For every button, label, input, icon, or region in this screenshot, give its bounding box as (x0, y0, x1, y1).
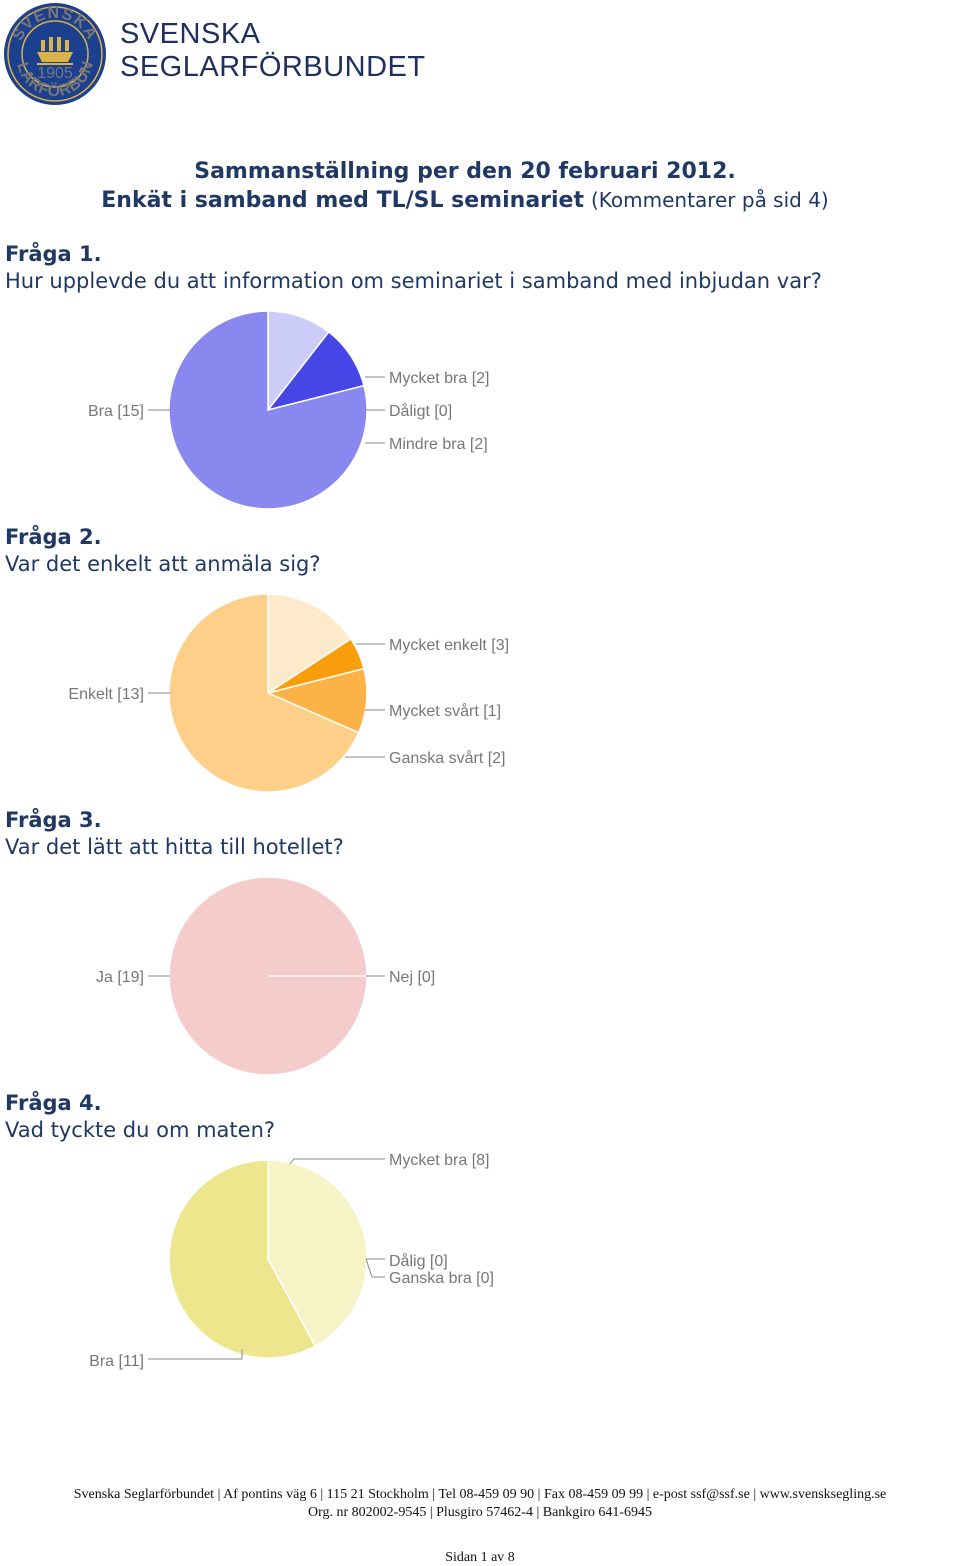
question-1-text: Hur upplevde du att information om semin… (5, 269, 822, 293)
slice-label-ganska-svart: Ganska svårt [2] (389, 749, 506, 767)
slice-label-ganska-bra: Ganska bra [0] (389, 1270, 494, 1287)
slice-label-enkelt: Enkelt [13] (68, 686, 144, 703)
document-title: Sammanställning per den 20 februari 2012… (0, 158, 930, 215)
leader-line-bra (148, 1349, 243, 1360)
leader-line-mycket-bra (289, 1158, 385, 1165)
title-line1: Sammanställning per den 20 februari 2012… (194, 159, 736, 184)
footer-address: Svenska Seglarförbundet | Af pontins väg… (73, 1487, 887, 1502)
slice-label-ja: Ja [19] (96, 969, 144, 986)
slice-label-bra: Bra [11] (89, 1353, 144, 1370)
slice-label-dalig: Dålig [0] (389, 1252, 448, 1270)
question-1-pie-chart: Mycket bra [2] Dåligt [0] Mindre bra [2]… (88, 310, 489, 510)
pie-slices (168, 593, 368, 793)
ship-icon (37, 37, 73, 65)
pie-slice-enkelt (168, 593, 360, 793)
title-line2-bold: Enkät i samband med TL/SL seminariet (101, 188, 584, 213)
question-3-pie-chart: Nej [0] Ja [19] (96, 876, 435, 1076)
question-3-text: Var det lätt att hitta till hotellet? (5, 835, 344, 859)
slice-label-bra: Bra [15] (88, 403, 144, 420)
question-2-pie-chart: Mycket enkelt [3] Mycket svårt [1] Gansk… (68, 593, 509, 793)
organization-name: SVENSKA SEGLARFÖRBUNDET (120, 18, 426, 84)
pie-slice-mycket-bra (267, 1159, 368, 1348)
question-2-text: Var det enkelt att anmäla sig? (5, 552, 321, 576)
slice-label-mycket-svart: Mycket svårt [1] (389, 702, 501, 720)
pie-slice-bra (168, 1159, 317, 1359)
federation-logo: SVENSKA SEGLARFÖRBUNDET 1905 (3, 2, 106, 105)
page-number: Sidan 1 av 8 (445, 1550, 515, 1565)
svg-text:1905: 1905 (37, 65, 73, 82)
slice-label-mycket-bra: Mycket bra [8] (389, 1152, 489, 1169)
slice-label-mycket-bra: Mycket bra [2] (389, 370, 489, 387)
title-line2-note: (Kommentarer på sid 4) (591, 188, 829, 212)
question-3-label: Fråga 3. (5, 808, 102, 832)
organization-name-line2: SEGLARFÖRBUNDET (120, 51, 426, 83)
pie-slice-mycket-enkelt (267, 593, 352, 695)
pie-slice-bra (168, 310, 368, 510)
slice-label-mycket-enkelt: Mycket enkelt [3] (389, 637, 509, 654)
question-4-label: Fråga 4. (5, 1091, 102, 1115)
question-1-label: Fråga 1. (5, 242, 102, 266)
slice-label-mindre-bra: Mindre bra [2] (389, 436, 488, 453)
question-4-pie-chart: Mycket bra [8] Dålig [0] Ganska bra [0] … (89, 1152, 494, 1370)
question-4-text: Vad tyckte du om maten? (5, 1118, 276, 1142)
question-2-label: Fråga 2. (5, 525, 102, 549)
organization-name-line1: SVENSKA (120, 18, 261, 50)
pie-slices (168, 310, 368, 510)
footer-account-numbers: Org. nr 802002-9545 | Plusgiro 57462-4 |… (307, 1505, 653, 1520)
slice-label-nej: Nej [0] (389, 969, 435, 986)
slice-label-daligt: Dåligt [0] (389, 402, 452, 420)
pie-slices (168, 1159, 368, 1359)
leader-line-ganska-bra (365, 1258, 385, 1278)
